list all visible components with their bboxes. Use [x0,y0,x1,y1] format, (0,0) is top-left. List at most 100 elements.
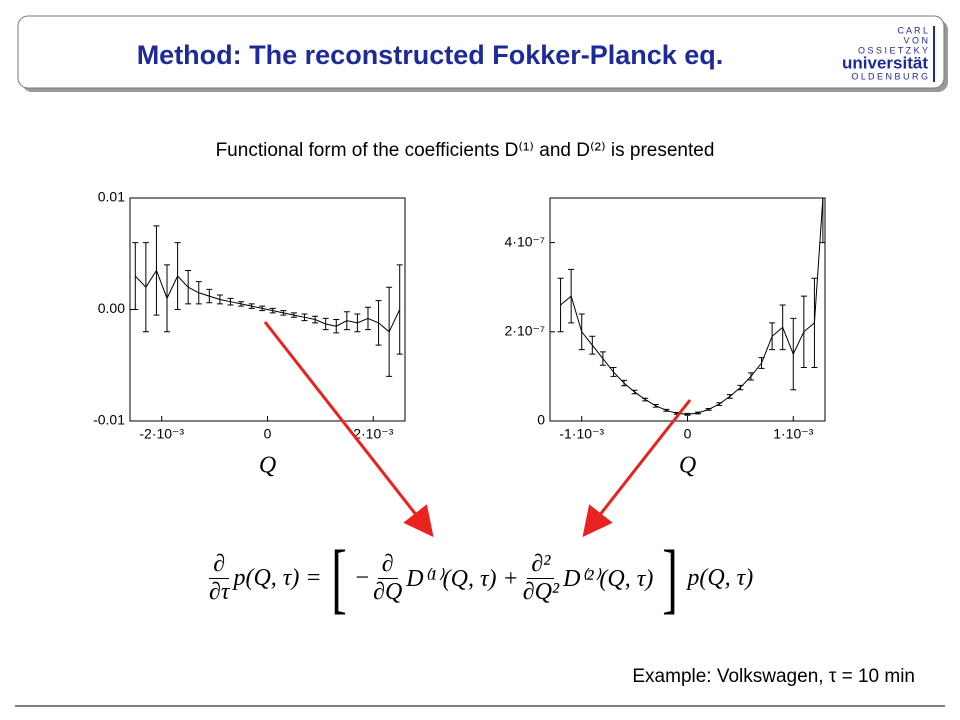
x-tick-label: -1·10⁻³ [559,426,604,442]
fraction: ∂ ∂Q [373,551,402,606]
error-bar [386,286,393,377]
error-bar [642,397,649,402]
logo-line: C A R L [897,25,928,35]
error-bar [695,411,702,415]
y-tick-label: 2·10⁻⁷ [505,323,545,339]
error-bar [195,281,202,305]
error-bar [819,198,825,244]
plot-area [557,198,825,416]
x-axis-label: Q [259,453,276,479]
error-bar [610,366,617,377]
subtitle: Functional form of the coefficients D⁽¹⁾… [216,140,715,161]
error-bar [153,225,160,316]
y-tick-label: 0.01 [98,189,125,205]
error-bar [800,295,807,368]
error-bar [652,403,659,408]
error-bar [663,408,670,412]
error-bar [726,394,733,399]
error-bar [557,277,564,333]
error-bar [280,310,287,316]
arrow [582,399,692,538]
error-bar [747,372,754,381]
x-tick-label: 0 [264,426,272,442]
error-bar [216,294,223,305]
x-tick-label: 1·10⁻³ [773,426,813,442]
title-box [17,15,945,89]
error-bar [716,402,723,406]
error-bar [333,319,340,334]
error-bar [364,306,371,331]
x-tick-label: 2·10⁻³ [353,426,393,442]
x-tick-label: -2·10⁻³ [139,426,184,442]
error-bar [238,301,245,307]
bracket: ] [662,534,679,621]
den: ∂τ [209,578,230,605]
logo: C A R L V O N O S S I E T Z K Y universi… [842,25,935,82]
error-bar [684,412,691,416]
x-tick-label: 0 [684,426,692,442]
den: ∂Q [373,578,403,605]
error-bar [142,242,149,333]
footer: Example: Volkswagen, τ = 10 min [632,666,915,687]
error-bar [227,297,234,306]
error-bar [737,384,744,391]
term: D⁽²⁾(Q, τ) [563,565,654,592]
error-bar [705,408,712,411]
error-bar [790,317,797,391]
y-tick-label: -0.01 [93,412,125,428]
term: p(Q, τ) [687,564,754,591]
bracket: [ [330,534,347,621]
error-bar [758,357,765,369]
error-bar [396,264,403,355]
slide-title: Method: The reconstructed Fokker-Planck … [137,40,724,70]
y-tick-label: 4·10⁻⁷ [505,233,545,249]
error-bar [269,307,276,314]
error-bar [568,268,575,324]
data-line [560,198,824,415]
fraction: ∂² ∂Q² [523,551,559,606]
num: ∂ [377,551,398,579]
error-bar [312,315,319,324]
error-bar [354,313,361,333]
error-bar [290,312,297,318]
error-bar [769,322,776,351]
num: ∂ [209,551,230,579]
error-bar [375,300,382,346]
logo-line: V O N [903,35,928,45]
equation: ∂ ∂τ p(Q, τ) = [ − ∂ ∂Q D⁽¹⁾(Q, τ) + ∂² ∂Q²… [205,528,753,628]
charts: 0.01 0.00 -0.01 -2·10⁻³ 0 2·10⁻³ Q 4·10⁻⁷ 2·10⁻⁷… [93,189,826,479]
num: ∂² [527,551,555,579]
error-bar [811,277,818,368]
error-bar [164,264,171,333]
error-bar [206,288,213,304]
error-bar [578,313,585,351]
error-bar [185,269,192,305]
x-axis-label: Q [679,453,696,479]
error-bar [322,317,329,331]
y-tick-label: 0 [537,412,545,428]
plot-area [132,225,403,377]
logo-line: universität [842,53,928,72]
y-tick-label: 0.00 [98,300,125,316]
data-line [134,269,401,333]
error-bar [599,351,606,366]
error-bar [174,242,181,310]
error-bar [589,335,596,355]
den: ∂Q² [522,578,560,605]
plot-frame [549,197,826,422]
term: D⁽¹⁾(Q, τ) + [406,565,519,592]
term: p(Q, τ) = [233,564,322,591]
error-bar [779,304,786,351]
arrow [263,321,434,538]
error-bar [343,311,350,331]
error-bar [301,313,308,322]
logo-line: O S S I E T Z K Y [858,45,928,55]
term: − [355,564,370,591]
fraction: ∂ ∂τ [209,551,229,606]
logo-line: O L D E N B U R G [851,71,928,81]
error-bar [259,305,266,312]
error-bar [248,303,255,309]
error-bar [621,379,628,387]
